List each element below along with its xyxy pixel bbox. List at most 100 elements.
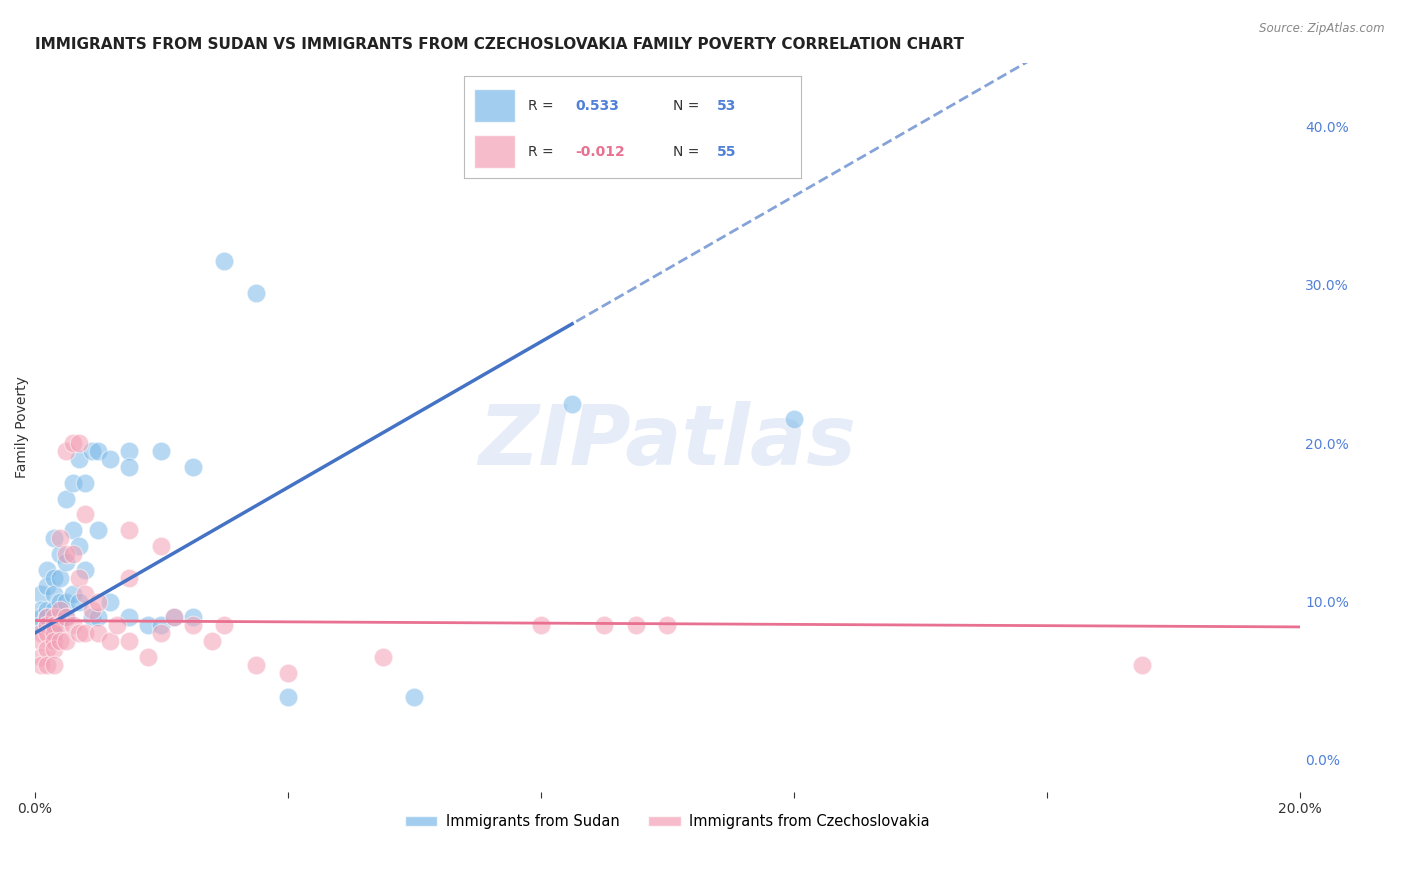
Point xyxy=(138,650,160,665)
Point xyxy=(163,610,186,624)
Point xyxy=(67,452,90,467)
Point xyxy=(118,571,141,585)
Point xyxy=(657,618,679,632)
Point xyxy=(118,610,141,624)
Point xyxy=(181,618,204,632)
Point xyxy=(30,634,52,648)
FancyBboxPatch shape xyxy=(474,89,515,122)
Point xyxy=(1130,657,1153,672)
Point xyxy=(62,524,84,538)
Point xyxy=(624,618,647,632)
Text: 53: 53 xyxy=(717,99,737,112)
Point xyxy=(37,610,59,624)
Point xyxy=(42,602,65,616)
Point xyxy=(62,436,84,450)
Point xyxy=(150,618,173,632)
Point xyxy=(245,285,267,300)
Point xyxy=(42,642,65,657)
Point xyxy=(62,475,84,490)
Point xyxy=(75,626,97,640)
Point xyxy=(55,491,77,506)
Text: IMMIGRANTS FROM SUDAN VS IMMIGRANTS FROM CZECHOSLOVAKIA FAMILY POVERTY CORRELATI: IMMIGRANTS FROM SUDAN VS IMMIGRANTS FROM… xyxy=(35,37,963,53)
Point xyxy=(30,657,52,672)
Point xyxy=(42,618,65,632)
Point xyxy=(49,634,72,648)
Point xyxy=(49,594,72,608)
Point xyxy=(49,602,72,616)
Point xyxy=(55,444,77,458)
Point xyxy=(67,626,90,640)
Point xyxy=(105,618,128,632)
Point xyxy=(181,610,204,624)
Point xyxy=(62,547,84,561)
Point xyxy=(49,547,72,561)
Point xyxy=(37,657,59,672)
Point xyxy=(530,618,553,632)
Point xyxy=(62,587,84,601)
Point xyxy=(80,444,103,458)
Point xyxy=(42,657,65,672)
Text: 0.533: 0.533 xyxy=(575,99,619,112)
Point xyxy=(37,579,59,593)
Point xyxy=(42,610,65,624)
Point xyxy=(55,594,77,608)
Point xyxy=(30,602,52,616)
Point xyxy=(118,444,141,458)
Point xyxy=(37,563,59,577)
Point xyxy=(55,610,77,624)
Point xyxy=(561,397,583,411)
Text: N =: N = xyxy=(673,145,704,159)
Point xyxy=(80,610,103,624)
Point xyxy=(49,610,72,624)
Point xyxy=(150,539,173,553)
Point xyxy=(100,634,122,648)
Point xyxy=(55,555,77,569)
Legend: Immigrants from Sudan, Immigrants from Czechoslovakia: Immigrants from Sudan, Immigrants from C… xyxy=(399,809,936,835)
Point xyxy=(42,618,65,632)
Point xyxy=(30,650,52,665)
Point xyxy=(181,460,204,475)
Point xyxy=(100,594,122,608)
Text: 55: 55 xyxy=(717,145,737,159)
Point xyxy=(87,610,110,624)
Point xyxy=(87,524,110,538)
Point xyxy=(42,587,65,601)
Point xyxy=(67,571,90,585)
Point xyxy=(30,626,52,640)
Point xyxy=(30,618,52,632)
Y-axis label: Family Poverty: Family Poverty xyxy=(15,376,30,478)
Point xyxy=(87,594,110,608)
Text: N =: N = xyxy=(673,99,704,112)
Point xyxy=(118,460,141,475)
Point xyxy=(49,531,72,545)
Point xyxy=(201,634,224,648)
Point xyxy=(67,539,90,553)
Point xyxy=(55,634,77,648)
Point xyxy=(783,412,806,426)
Point xyxy=(55,547,77,561)
Point xyxy=(49,571,72,585)
Point xyxy=(42,634,65,648)
Point xyxy=(245,657,267,672)
Point xyxy=(371,650,394,665)
Point xyxy=(150,444,173,458)
Point xyxy=(214,618,236,632)
Point xyxy=(42,571,65,585)
Point xyxy=(37,618,59,632)
FancyBboxPatch shape xyxy=(474,136,515,168)
Point xyxy=(100,452,122,467)
Point xyxy=(30,610,52,624)
Point xyxy=(118,524,141,538)
Point xyxy=(42,626,65,640)
Text: -0.012: -0.012 xyxy=(575,145,626,159)
Point xyxy=(55,610,77,624)
Point xyxy=(75,587,97,601)
Point xyxy=(163,610,186,624)
Point xyxy=(67,436,90,450)
Point xyxy=(75,563,97,577)
Point xyxy=(67,594,90,608)
Text: R =: R = xyxy=(529,145,558,159)
Point xyxy=(75,475,97,490)
Point xyxy=(42,531,65,545)
Point xyxy=(277,665,299,680)
